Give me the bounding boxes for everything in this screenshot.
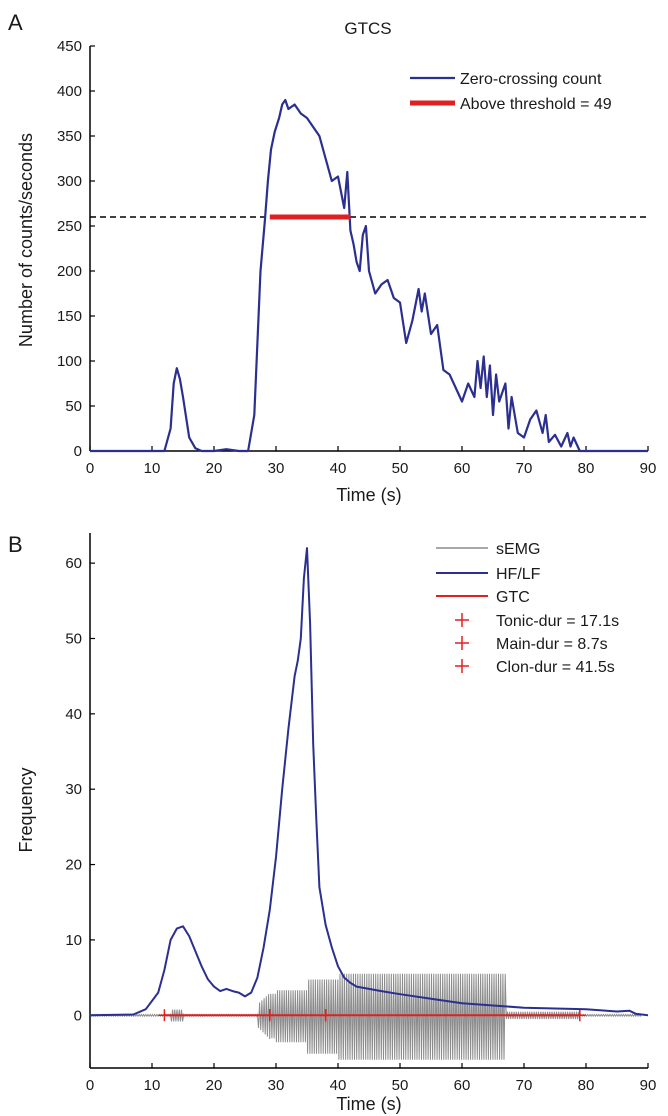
legend-b-tonic-dur: Tonic-dur = 17.1s [496,613,619,630]
a-ytick-label: 0 [74,443,82,460]
b-xtick-label: 60 [454,1077,471,1094]
panel-a-title: GTCS [344,19,391,38]
legend-b-hflf: HF/LF [496,566,541,583]
b-ytick-label: 40 [65,706,82,723]
panel-b-semg-signal [89,973,642,1060]
b-ytick-label: 10 [65,932,82,949]
a-ytick-label: 300 [57,173,82,190]
b-xtick-label: 10 [144,1077,161,1094]
a-ytick-label: 200 [57,263,82,280]
panel-a: A GTCS 0 10 20 30 40 50 60 70 80 90 0 50 100 150 200 25… [8,10,656,505]
panel-a-legend: Zero-crossing count Above threshold = 49 [410,71,612,113]
legend-a-zero-crossing: Zero-crossing count [460,71,602,88]
legend-b-clon-marker [455,659,469,673]
b-xtick-label: 30 [268,1077,285,1094]
a-ytick-label: 250 [57,218,82,235]
panel-b-hflf-line [89,547,649,1017]
legend-b-tonic-marker [455,613,469,627]
a-ytick-label: 400 [57,83,82,100]
b-xtick-label: 80 [578,1077,595,1094]
panel-a-zero-crossing-line [90,98,648,453]
panel-b: B 0 10 20 30 40 50 60 70 80 90 0 10 20 30 40 50 60 Time … [8,532,656,1114]
a-ytick-label: 50 [65,398,82,415]
panel-b-legend: sEMG HF/LF GTC Tonic-dur = 17.1s Main-du… [436,541,619,676]
a-ytick-label: 450 [57,38,82,55]
panel-a-letter: A [8,10,23,35]
a-ytick-label: 350 [57,128,82,145]
b-ytick-label: 30 [65,781,82,798]
legend-b-main-dur: Main-dur = 8.7s [496,636,608,653]
panel-a-ylabel: Number of counts/seconds [16,133,36,347]
a-ytick-label: 100 [57,353,82,370]
a-xtick-label: 70 [516,460,533,477]
panel-b-letter: B [8,532,23,557]
a-ytick-label: 150 [57,308,82,325]
b-xtick-label: 70 [516,1077,533,1094]
a-xtick-label: 10 [144,460,161,477]
a-xtick-label: 0 [86,460,94,477]
legend-a-above-threshold: Above threshold = 49 [460,96,612,113]
a-xtick-label: 50 [392,460,409,477]
b-ytick-label: 20 [65,857,82,874]
a-xtick-label: 30 [268,460,285,477]
b-xtick-label: 90 [640,1077,657,1094]
panel-b-ylabel: Frequency [16,767,36,852]
a-xtick-label: 90 [640,460,657,477]
b-ytick-label: 50 [65,630,82,647]
b-ytick-label: 0 [74,1007,82,1024]
a-xtick-label: 40 [330,460,347,477]
a-xtick-label: 80 [578,460,595,477]
legend-b-main-marker [455,636,469,650]
b-xtick-label: 20 [206,1077,223,1094]
legend-b-gtc: GTC [496,589,530,606]
b-xtick-label: 50 [392,1077,409,1094]
b-ytick-label: 60 [65,555,82,572]
panel-a-xlabel: Time (s) [336,485,401,505]
panel-b-xlabel: Time (s) [336,1094,401,1114]
legend-b-clon-dur: Clon-dur = 41.5s [496,659,615,676]
b-xtick-label: 0 [86,1077,94,1094]
b-xtick-label: 40 [330,1077,347,1094]
legend-b-semg: sEMG [496,541,540,558]
a-xtick-label: 20 [206,460,223,477]
a-xtick-label: 60 [454,460,471,477]
